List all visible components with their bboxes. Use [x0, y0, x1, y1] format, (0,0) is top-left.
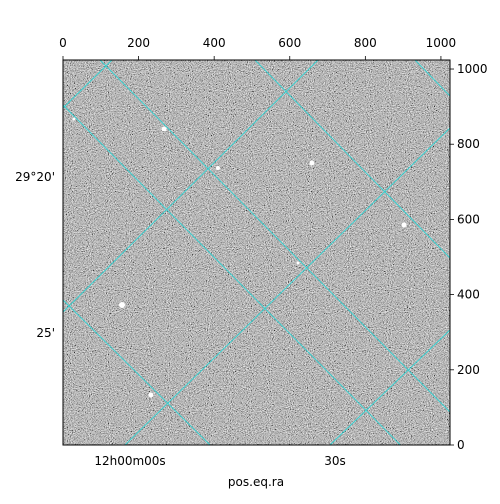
- x-tick-label: 400: [203, 36, 226, 50]
- y-tick-label: 400: [457, 288, 480, 302]
- x-tick-label: 200: [127, 36, 150, 50]
- x-tick-label: 800: [354, 36, 377, 50]
- frame: [62, 59, 451, 446]
- dec-tick-label: 29°20': [15, 170, 55, 184]
- y-tick-label: 600: [457, 212, 480, 226]
- y-tick-label: 800: [457, 137, 480, 151]
- ra-tick-label: 12h00m00s: [94, 454, 165, 468]
- x-tick-label: 1000: [426, 36, 457, 50]
- y-tick-label: 1000: [457, 62, 488, 76]
- x-tick-label: 600: [278, 36, 301, 50]
- coordinate-grid: [63, 60, 450, 445]
- y-tick-label: 200: [457, 363, 480, 377]
- x-axis-label: pos.eq.ra: [228, 475, 284, 489]
- stars: [72, 117, 407, 398]
- ra-tick-label: 30s: [324, 454, 346, 468]
- y-tick-label: 0: [457, 438, 465, 452]
- dec-tick-label: 25': [36, 326, 55, 340]
- image: [63, 60, 450, 445]
- x-tick-label: 0: [59, 36, 67, 50]
